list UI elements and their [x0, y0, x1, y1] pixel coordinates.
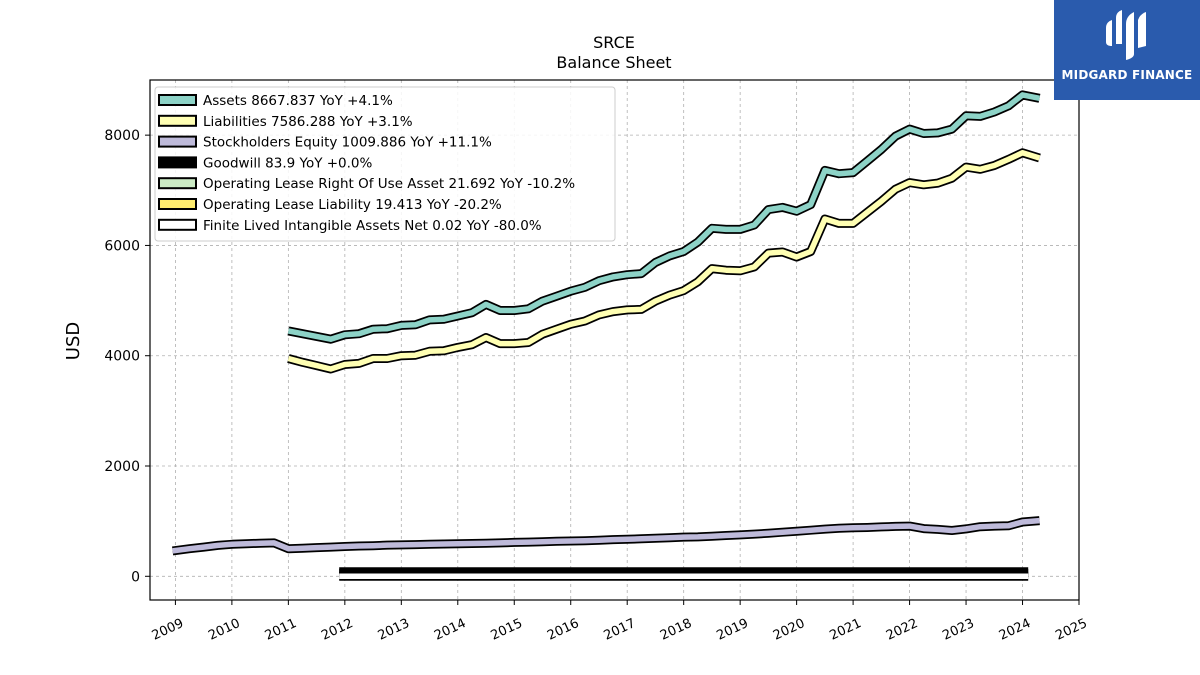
legend-label-assets: Assets 8667.837 YoY +4.1% — [203, 93, 393, 109]
logo-mark-icon — [1106, 10, 1146, 60]
series-stockholders-equity — [172, 516, 1040, 556]
legend-label-stockholders-equity: Stockholders Equity 1009.886 YoY +11.1% — [203, 135, 492, 151]
series-lines — [172, 90, 1041, 581]
legend-swatch-liabilities — [158, 114, 197, 127]
y-tick-label: 0 — [131, 569, 140, 585]
liabilities-line — [287, 150, 1041, 372]
x-tick-label: 2014 — [432, 616, 468, 644]
midgard-finance-logo: MIDGARD FINANCE — [1054, 0, 1200, 100]
logo-text: MIDGARD FINANCE — [1061, 68, 1193, 82]
y-tick-label: 6000 — [104, 238, 140, 254]
legend-label-liabilities: Liabilities 7586.288 YoY +3.1% — [203, 114, 413, 130]
stockholders-equity-line — [172, 517, 1040, 554]
plot-frame — [149, 79, 1080, 601]
y-tick-label: 4000 — [104, 349, 140, 365]
legend-swatch-operating-lease-liability — [158, 198, 197, 210]
legend-swatch-operating-lease-right-of-use-asset — [158, 177, 197, 190]
x-tick-label: 2025 — [1053, 616, 1089, 644]
chart-subtitle: Balance Sheet — [556, 53, 671, 72]
legend-label-finite-lived-intangible-assets-net: Finite Lived Intangible Assets Net 0.02 … — [203, 218, 542, 234]
series-assets — [287, 90, 1041, 344]
x-tick-label: 2022 — [884, 616, 920, 644]
x-tick-label: 2024 — [997, 616, 1033, 644]
x-tick-label: 2016 — [545, 616, 581, 644]
chart-title: SRCE — [593, 33, 635, 52]
x-tick-label: 2018 — [658, 616, 694, 644]
legend-swatch-stockholders-equity — [158, 135, 197, 148]
x-tick-label: 2017 — [602, 616, 638, 644]
legend-label-operating-lease-right-of-use-asset: Operating Lease Right Of Use Asset 21.69… — [203, 176, 575, 192]
series-liabilities — [287, 148, 1041, 374]
legend: Assets 8667.837 YoY +4.1% Liabilities 758… — [154, 86, 616, 242]
x-tick-label: 2013 — [376, 616, 412, 644]
legend-label-operating-lease-liability: Operating Lease Liability 19.413 YoY -20… — [203, 197, 502, 213]
x-tick-label: 2009 — [150, 616, 186, 644]
x-tick-label: 2010 — [206, 616, 242, 644]
assets-line — [287, 92, 1041, 342]
x-tick-label: 2019 — [715, 616, 751, 644]
legend-swatch-finite-lived-intangible-assets-net — [158, 218, 197, 231]
legend-label-goodwill: Goodwill 83.9 YoY +0.0% — [203, 155, 373, 171]
legend-swatch-assets — [158, 94, 197, 106]
y-tick-label: 8000 — [104, 128, 140, 144]
x-tick-label: 2021 — [827, 616, 863, 644]
legend-swatch-goodwill — [158, 156, 197, 169]
legend-box — [154, 86, 616, 242]
x-tick-label: 2011 — [263, 616, 299, 644]
x-tick-label: 2015 — [489, 616, 525, 644]
y-tick-label: 2000 — [104, 459, 140, 475]
x-tick-label: 2020 — [771, 616, 807, 644]
y-axis-label: USD — [63, 322, 84, 360]
x-tick-label: 2012 — [319, 616, 355, 644]
x-tick-label: 2023 — [940, 616, 976, 644]
